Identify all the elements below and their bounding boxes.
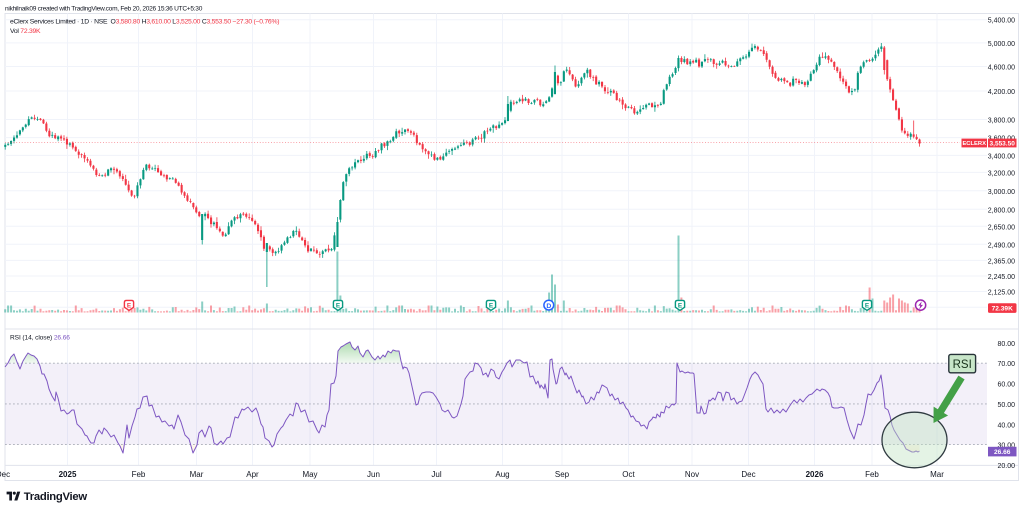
svg-text:eClerx Services Limited · 1D ·: eClerx Services Limited · 1D · NSE O3,58…: [10, 19, 279, 26]
svg-text:Aug: Aug: [495, 470, 509, 479]
svg-text:3,200.00: 3,200.00: [988, 170, 1015, 177]
svg-text:D: D: [546, 303, 551, 310]
svg-text:Jul: Jul: [431, 470, 441, 479]
svg-text:Sep: Sep: [555, 470, 570, 479]
svg-text:2026: 2026: [806, 470, 824, 479]
svg-text:May: May: [302, 470, 317, 479]
svg-text:E: E: [865, 302, 870, 309]
svg-text:30.00: 30.00: [997, 443, 1015, 450]
svg-text:3,800.00: 3,800.00: [988, 118, 1015, 125]
svg-text:TradingView: TradingView: [24, 491, 88, 503]
svg-text:E: E: [678, 302, 683, 309]
svg-text:Vol 72.39K: Vol 72.39K: [10, 28, 41, 35]
svg-text:4,600.00: 4,600.00: [988, 65, 1015, 72]
svg-text:80.00: 80.00: [997, 341, 1015, 348]
svg-text:2,245.00: 2,245.00: [988, 274, 1015, 281]
svg-text:Feb: Feb: [865, 470, 879, 479]
svg-text:40.00: 40.00: [997, 422, 1015, 429]
svg-text:2,650.00: 2,650.00: [988, 224, 1015, 231]
svg-text:Mar: Mar: [190, 470, 204, 479]
svg-text:2,800.00: 2,800.00: [988, 207, 1015, 214]
svg-text:nikhilnaik09 created with Trad: nikhilnaik09 created with TradingView.co…: [5, 5, 203, 12]
svg-text:50.00: 50.00: [997, 402, 1015, 409]
svg-text:Dec: Dec: [741, 470, 755, 479]
svg-text:E: E: [489, 302, 494, 309]
svg-text:72.39K: 72.39K: [992, 306, 1014, 313]
svg-text:3,553.50: 3,553.50: [990, 140, 1016, 147]
svg-text:26.66: 26.66: [994, 449, 1011, 456]
svg-text:Nov: Nov: [685, 470, 699, 479]
svg-text:Oct: Oct: [622, 470, 635, 479]
svg-text:2,365.00: 2,365.00: [988, 258, 1015, 265]
svg-text:5,400.00: 5,400.00: [988, 18, 1015, 25]
svg-text:Mar: Mar: [930, 470, 944, 479]
svg-text:70.00: 70.00: [997, 361, 1015, 368]
svg-text:E: E: [127, 302, 132, 309]
svg-text:ECLERX: ECLERX: [962, 141, 986, 147]
svg-text:RSI: RSI: [953, 359, 972, 371]
svg-text:E: E: [336, 302, 341, 309]
svg-text:Jun: Jun: [367, 470, 380, 479]
svg-text:3,400.00: 3,400.00: [988, 153, 1015, 160]
svg-text:Dec: Dec: [0, 470, 10, 479]
svg-text:2025: 2025: [59, 470, 77, 479]
svg-text:Apr: Apr: [246, 470, 259, 479]
svg-text:3,000.00: 3,000.00: [988, 189, 1015, 196]
svg-text:2,490.00: 2,490.00: [988, 242, 1015, 249]
svg-text:20.00: 20.00: [997, 463, 1015, 470]
svg-text:Feb: Feb: [132, 470, 146, 479]
svg-text:RSI (14, close) 26.66: RSI (14, close) 26.66: [10, 334, 70, 341]
svg-text:60.00: 60.00: [997, 382, 1015, 389]
svg-text:2,125.00: 2,125.00: [988, 290, 1015, 297]
svg-text:4,200.00: 4,200.00: [988, 89, 1015, 96]
svg-text:5,000.00: 5,000.00: [988, 41, 1015, 48]
